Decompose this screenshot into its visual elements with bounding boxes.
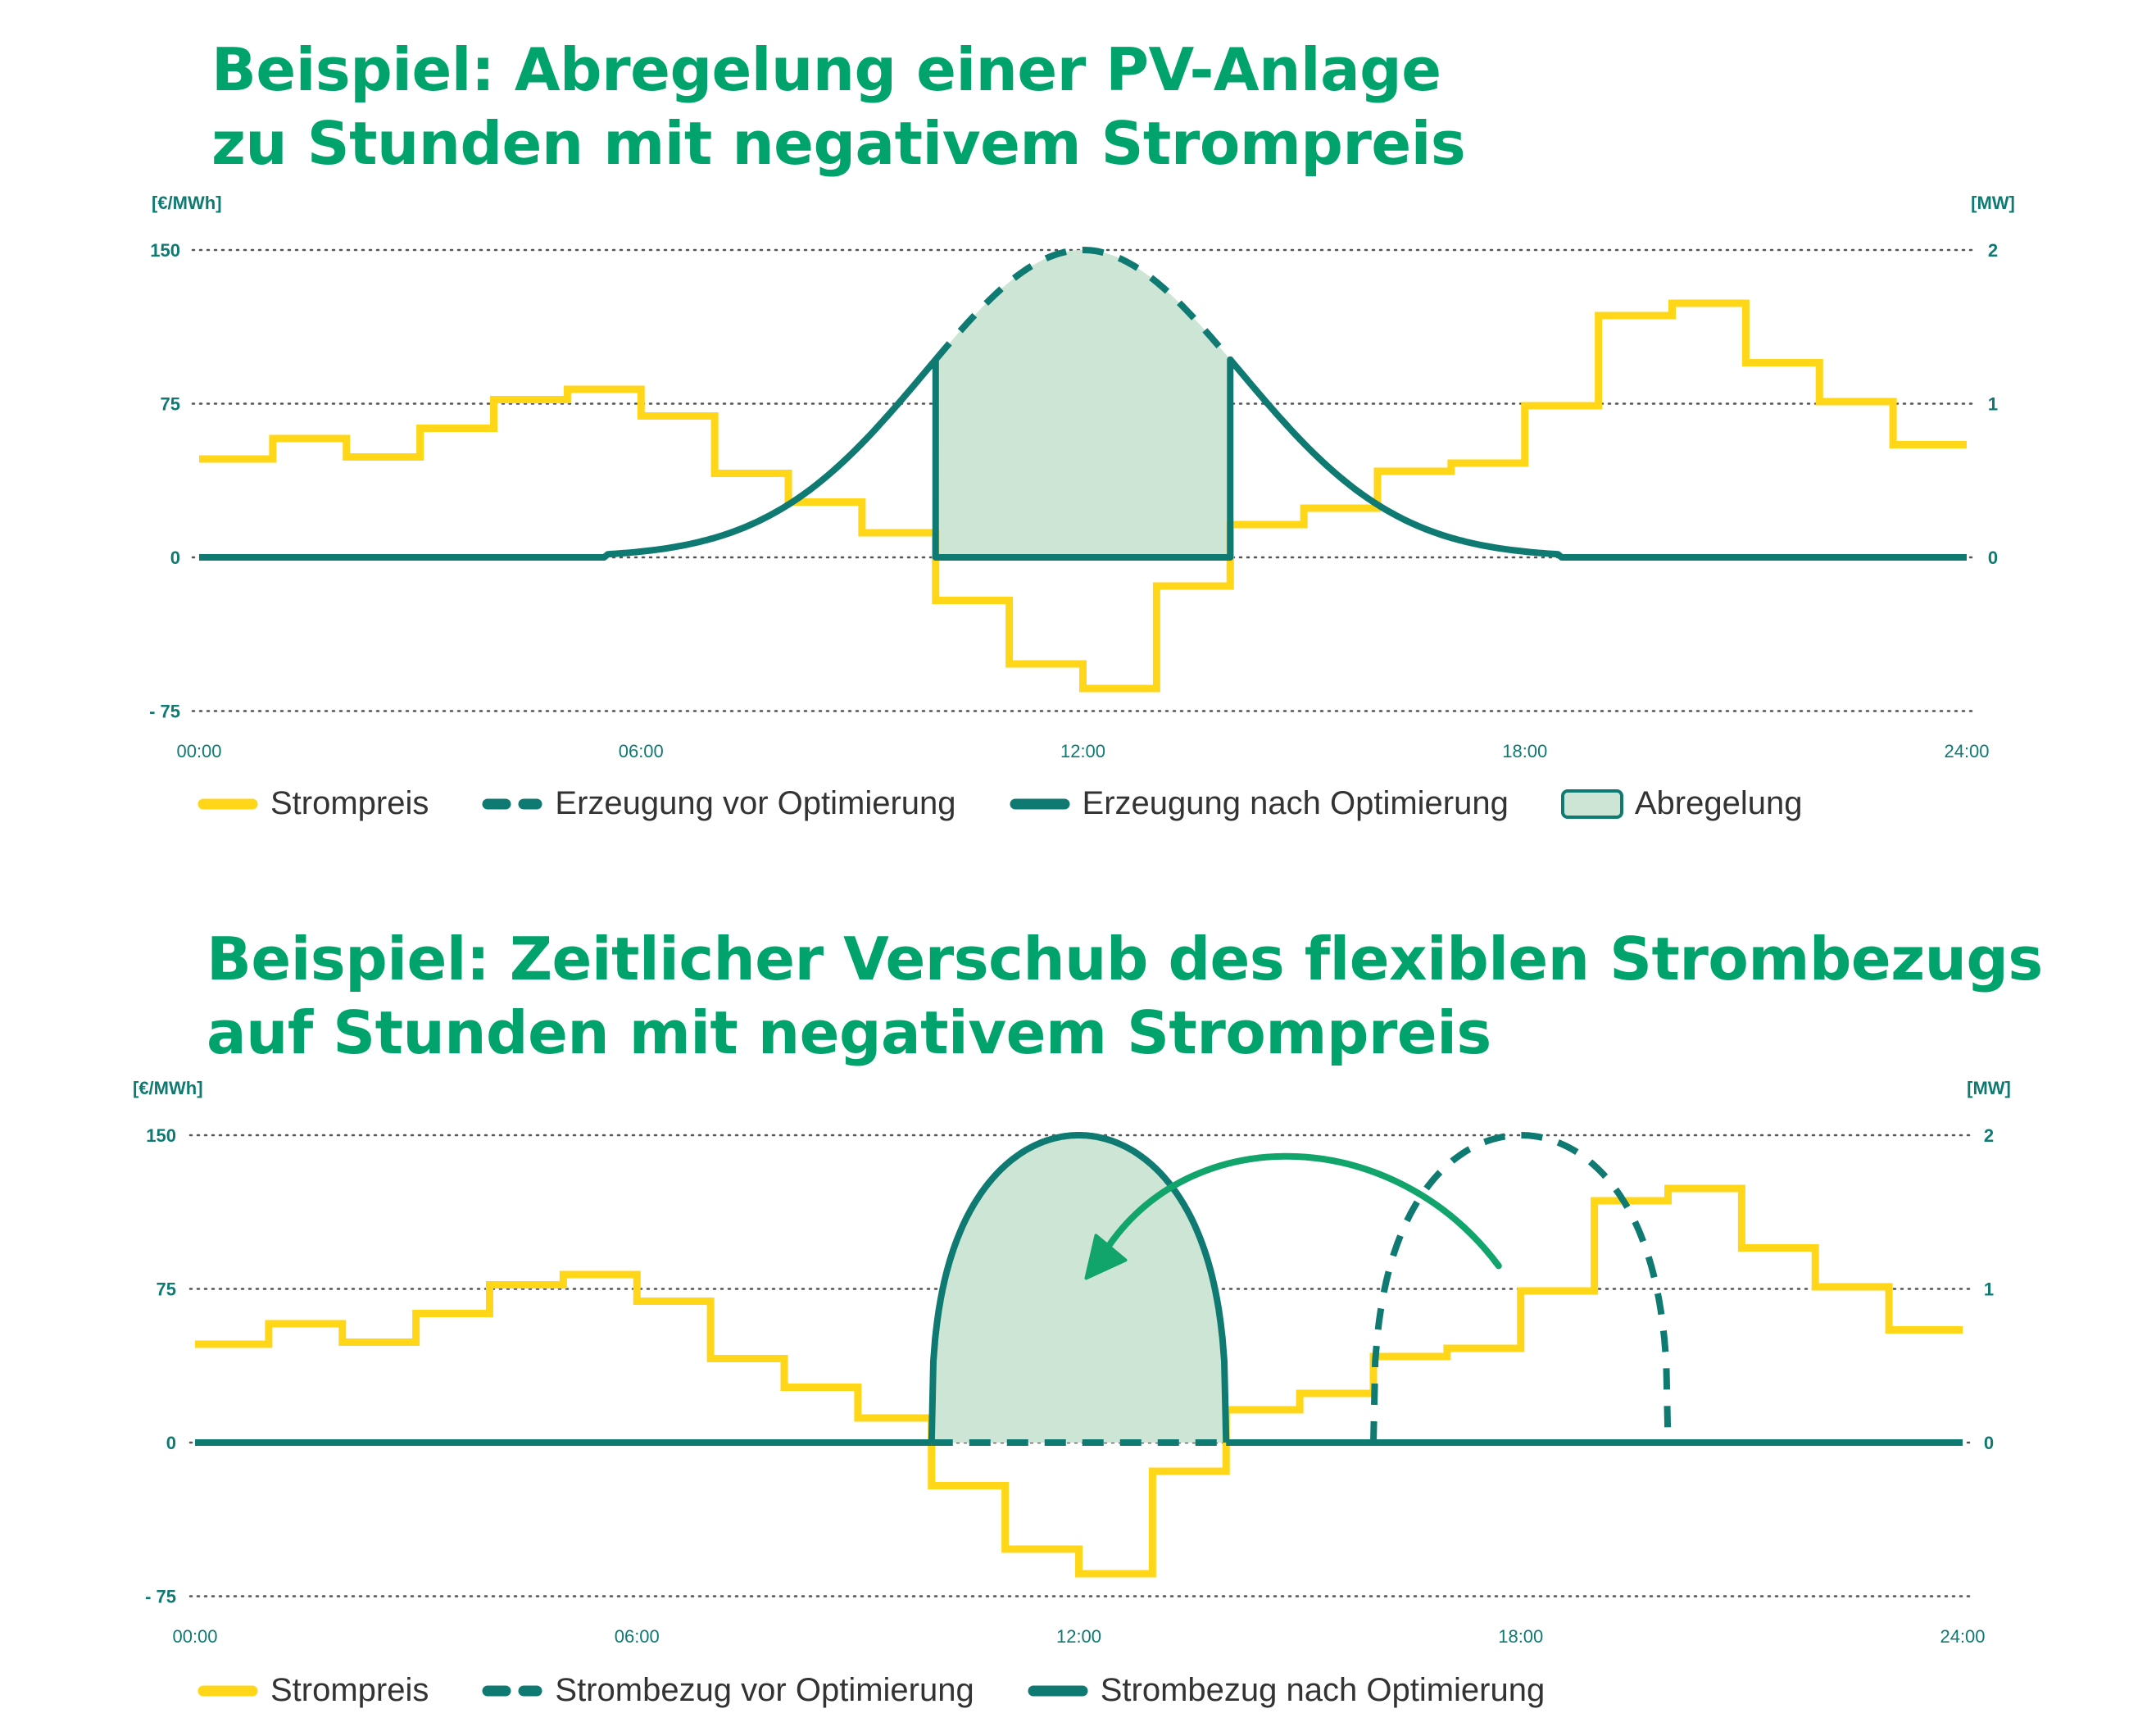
chart2-title-line2: auf Stunden mit negativem Strompreis <box>207 998 1491 1067</box>
legend1-label-dashed: Erzeugung vor Optimierung <box>555 785 956 821</box>
x-tick-label: 24:00 <box>1940 1626 1985 1647</box>
y-left-tick-label: 150 <box>150 240 180 261</box>
x-tick-label: 00:00 <box>176 741 221 761</box>
chart1: 150 75 0 - 75 2 1 0 [€/MWh] [MW] 00:00 06:00 12:00 1… <box>0 172 2156 779</box>
price-step-line <box>195 1184 1963 1578</box>
x-tick-label: 12:00 <box>1060 741 1105 761</box>
legend1-label-fill: Abregelung <box>1634 785 1803 821</box>
load-after-arch <box>928 1132 1230 1443</box>
x-tick-label: 18:00 <box>1498 1626 1543 1647</box>
chart2-legend: Strompreis Strombezug vor Optimierung St… <box>195 1672 1595 1709</box>
y-right-unit-label: [MW] <box>1971 193 2015 213</box>
x-tick-label: 12:00 <box>1056 1626 1101 1647</box>
legend2-label-price: Strompreis <box>270 1672 429 1708</box>
legend1-swatch-dashed <box>482 798 542 809</box>
y-left-tick-label: - 75 <box>149 702 180 722</box>
generation-before-line <box>933 246 1233 362</box>
shift-arrow-curve <box>1105 1152 1502 1270</box>
legend2-label-dashed: Strombezug vor Optimierung <box>555 1672 974 1708</box>
chart2-title-line1: Beispiel: Zeitlicher Verschub des flexib… <box>207 925 2043 993</box>
legend1-item-fill: Abregelung <box>1559 785 1803 822</box>
shifted-load-area <box>931 1135 1227 1443</box>
y-left-unit-label: [€/MWh] <box>152 193 222 213</box>
legend2-label-solid: Strombezug nach Optimierung <box>1100 1672 1546 1708</box>
shift-arrow-head <box>1084 1234 1128 1280</box>
y-left-tick-label: - 75 <box>145 1587 176 1607</box>
legend1-item-solid: Erzeugung nach Optimierung <box>1007 785 1509 822</box>
legend1-item-dashed: Erzeugung vor Optimierung <box>479 785 956 822</box>
load-before-arch <box>1370 1132 1672 1443</box>
y-right-tick-label: 0 <box>1988 548 1998 568</box>
chart2: 150 75 0 - 75 2 1 0 [€/MWh] [MW] 00:00 06:00 12:00 1… <box>0 1057 2156 1664</box>
chart2-svg: 150 75 0 - 75 2 1 0 [€/MWh] [MW] 00:00 06:00 12:00 1… <box>133 1078 2011 1647</box>
legend2-swatch-dashed <box>482 1685 542 1696</box>
y-left-tick-label: 75 <box>161 394 180 415</box>
y-right-tick-label: 1 <box>1984 1279 1994 1300</box>
y-left-unit-label: [€/MWh] <box>133 1078 203 1098</box>
legend2-swatch-solid <box>1028 1685 1088 1696</box>
legend1-swatch-solid <box>1010 798 1070 809</box>
legend2-item-dashed: Strombezug vor Optimierung <box>479 1672 974 1709</box>
y-right-unit-label: [MW] <box>1967 1078 2011 1098</box>
y-right-tick-label: 2 <box>1988 240 1998 261</box>
chart1-legend: Strompreis Erzeugung vor Optimierung Erz… <box>195 785 1853 822</box>
y-left-tick-label: 75 <box>157 1279 176 1300</box>
x-tick-label: 06:00 <box>619 741 664 761</box>
legend1-swatch-fill <box>1560 788 1623 819</box>
y-left-tick-label: 150 <box>146 1125 176 1146</box>
legend1-item-price: Strompreis <box>195 785 429 822</box>
legend1-label-solid: Erzeugung nach Optimierung <box>1082 785 1509 821</box>
y-right-tick-label: 2 <box>1984 1125 1994 1146</box>
x-tick-label: 00:00 <box>172 1626 217 1647</box>
legend1-swatch-price <box>197 798 258 809</box>
y-right-tick-label: 1 <box>1988 394 1998 415</box>
curtailment-area <box>935 250 1231 557</box>
generation-after-line <box>199 356 1967 561</box>
chart2-title: Beispiel: Zeitlicher Verschub des flexib… <box>207 922 2043 1070</box>
price-step-line <box>199 299 1967 693</box>
x-tick-label: 24:00 <box>1944 741 1989 761</box>
chart1-svg: 150 75 0 - 75 2 1 0 [€/MWh] [MW] 00:00 06:00 12:00 1… <box>149 193 2015 761</box>
legend1-label-price: Strompreis <box>270 785 429 821</box>
chart1-title-line2: zu Stunden mit negativem Strompreis <box>211 109 1466 178</box>
x-tick-label: 18:00 <box>1502 741 1547 761</box>
chart1-title-line1: Beispiel: Abregelung einer PV-Anlage <box>211 35 1441 104</box>
y-left-tick-label: 0 <box>166 1433 176 1453</box>
x-tick-label: 06:00 <box>615 1626 660 1647</box>
legend2-item-solid: Strombezug nach Optimierung <box>1025 1672 1546 1709</box>
chart1-title: Beispiel: Abregelung einer PV-Anlage zu … <box>211 33 1466 180</box>
legend2-swatch-price <box>197 1685 258 1696</box>
legend2-item-price: Strompreis <box>195 1672 429 1709</box>
y-right-tick-label: 0 <box>1984 1433 1994 1453</box>
y-left-tick-label: 0 <box>170 548 180 568</box>
